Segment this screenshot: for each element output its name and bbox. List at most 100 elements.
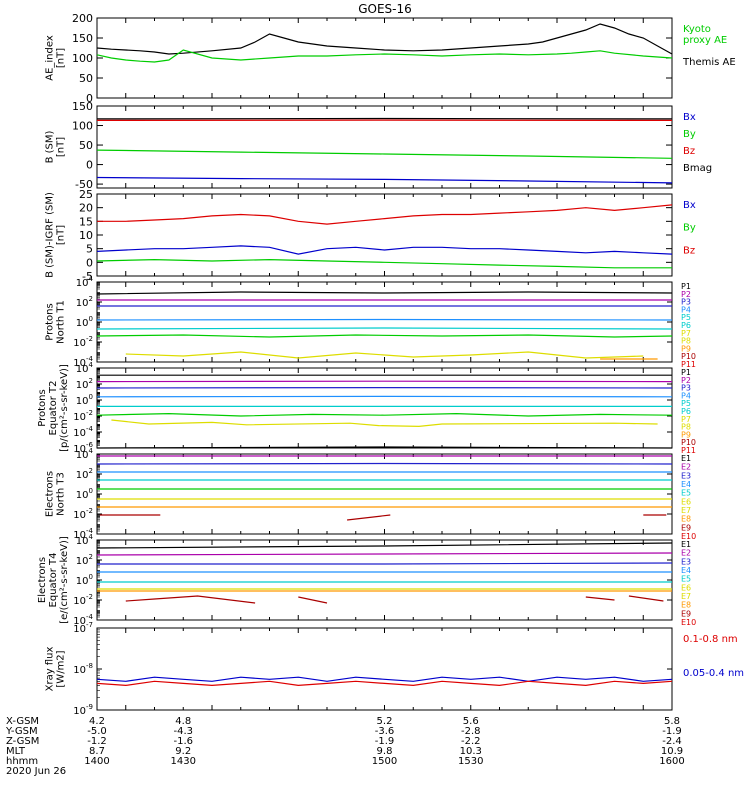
- y-tick-label: 50: [79, 139, 93, 152]
- legend-entry: E5: [681, 575, 691, 584]
- y-tick-label: 104: [76, 361, 94, 375]
- y-tick-label: 150: [72, 100, 93, 113]
- legend-entry: E7: [681, 506, 691, 515]
- panel-frame: [96, 367, 673, 449]
- y-tick-label: 10-2: [73, 507, 93, 521]
- y-tick-label: 10: [79, 229, 93, 242]
- y-tick-label: 104: [76, 533, 94, 547]
- y-tick-label: 10-2: [73, 409, 93, 423]
- x-axis-tick-value: 5.6: [463, 716, 479, 727]
- legend-entry: P1: [681, 282, 691, 291]
- panel-frame: [96, 281, 673, 363]
- y-tick-label: 100: [76, 487, 93, 501]
- y-tick-label: 10-7: [73, 621, 93, 635]
- y-tick-label: 100: [76, 393, 93, 407]
- legend-entry: P2: [681, 290, 691, 299]
- legend-entry: P2: [681, 376, 691, 385]
- y-tick-label: 0: [86, 159, 93, 172]
- y-tick-label: -50: [75, 178, 93, 191]
- y-axis-label: [nT]: [56, 48, 67, 68]
- legend-entry: Bz: [683, 146, 695, 157]
- y-tick-label: 102: [76, 553, 93, 567]
- y-tick-label: 150: [72, 32, 93, 45]
- legend-entry: E2: [681, 549, 691, 558]
- y-axis-label: [nT]: [56, 137, 67, 157]
- y-tick-label: 10-9: [73, 703, 93, 717]
- x-axis-tick-value: -1.6: [173, 736, 193, 747]
- legend-entry: By: [683, 129, 696, 140]
- legend-entry: P1: [681, 368, 691, 377]
- series-by: [96, 258, 672, 269]
- legend-entry: P6: [681, 321, 691, 330]
- series-e9d: [628, 595, 664, 602]
- series-kyoto-proxy-ae: [96, 49, 673, 63]
- legend-entry: P5: [681, 313, 691, 322]
- y-tick-label: 200: [72, 12, 93, 25]
- y-tick-label: 102: [76, 295, 93, 309]
- series-e9b: [347, 514, 391, 521]
- legend-entry: P7: [681, 329, 691, 338]
- x-axis-row-label: hhmm: [6, 756, 38, 767]
- series-e3: [97, 562, 673, 565]
- x-axis-tick-value: 1600: [659, 756, 684, 767]
- y-tick-label: 25: [79, 188, 93, 201]
- y-tick-label: 10-2: [73, 335, 93, 349]
- x-axis-tick-value: 5.2: [377, 716, 393, 727]
- figure-title: GOES-16: [358, 2, 412, 16]
- x-axis-tick-value: 10.9: [661, 746, 683, 757]
- y-tick-label: 100: [76, 315, 93, 329]
- legend-entry: 0.05-0.4 nm: [683, 668, 744, 679]
- legend-entry: E10: [681, 618, 696, 627]
- legend-entry: P11: [681, 446, 696, 455]
- legend-entry: P4: [681, 305, 691, 314]
- x-axis-tick-value: -1.9: [662, 726, 682, 737]
- x-axis-tick-value: 1500: [372, 756, 397, 767]
- y-axis-label: [p/(cm²-s-sr-keV)]: [59, 364, 70, 452]
- y-axis-label: Xray flux: [45, 647, 56, 692]
- series-p9: [111, 419, 658, 428]
- y-axis-label: North T3: [56, 472, 67, 516]
- x-axis-tick-value: 1530: [458, 756, 483, 767]
- legend-entry: P7: [681, 415, 691, 424]
- legend-entry: P11: [681, 360, 696, 369]
- y-tick-label: -5: [82, 270, 93, 283]
- y-axis-label: B (SM): [45, 130, 56, 163]
- y-tick-label: 15: [79, 215, 93, 228]
- series-0-05-0-4-nm: [96, 676, 673, 682]
- x-axis-tick-value: 4.8: [175, 716, 191, 727]
- series-themis-ae: [96, 23, 673, 55]
- y-tick-label: 10-4: [73, 425, 93, 439]
- x-axis-tick-value: 5.8: [664, 716, 680, 727]
- legend-entry: Bx: [683, 200, 696, 211]
- series-e3: [96, 462, 673, 465]
- legend-entry: E9: [681, 523, 691, 532]
- y-axis-label: [e/(cm²-s-sr-keV)]: [59, 536, 70, 624]
- x-axis-tick-value: -1.9: [375, 736, 395, 747]
- series-p6: [96, 327, 673, 330]
- series-p8: [96, 412, 673, 417]
- legend-entry: E3: [681, 471, 691, 480]
- y-tick-label: 0: [86, 256, 93, 269]
- legend-entry: P6: [681, 407, 691, 416]
- y-tick-label: 102: [76, 377, 93, 391]
- series-e9c: [585, 596, 615, 601]
- y-tick-label: 20: [79, 202, 93, 215]
- legend-entry: E1: [681, 540, 691, 549]
- legend-entry: P10: [681, 352, 696, 361]
- y-tick-label: 5: [86, 243, 93, 256]
- legend-entry: P9: [681, 344, 691, 353]
- series-bx: [96, 176, 673, 184]
- y-axis-label: Protons: [37, 389, 48, 426]
- y-tick-label: 104: [76, 447, 94, 461]
- x-axis-tick-value: 4.2: [89, 716, 105, 727]
- series-e1: [96, 542, 673, 549]
- legend-entry: Themis AE: [682, 57, 736, 68]
- y-axis-label: Electrons: [45, 471, 56, 517]
- y-axis-label: Equator T4: [48, 553, 59, 608]
- series-by: [96, 149, 673, 159]
